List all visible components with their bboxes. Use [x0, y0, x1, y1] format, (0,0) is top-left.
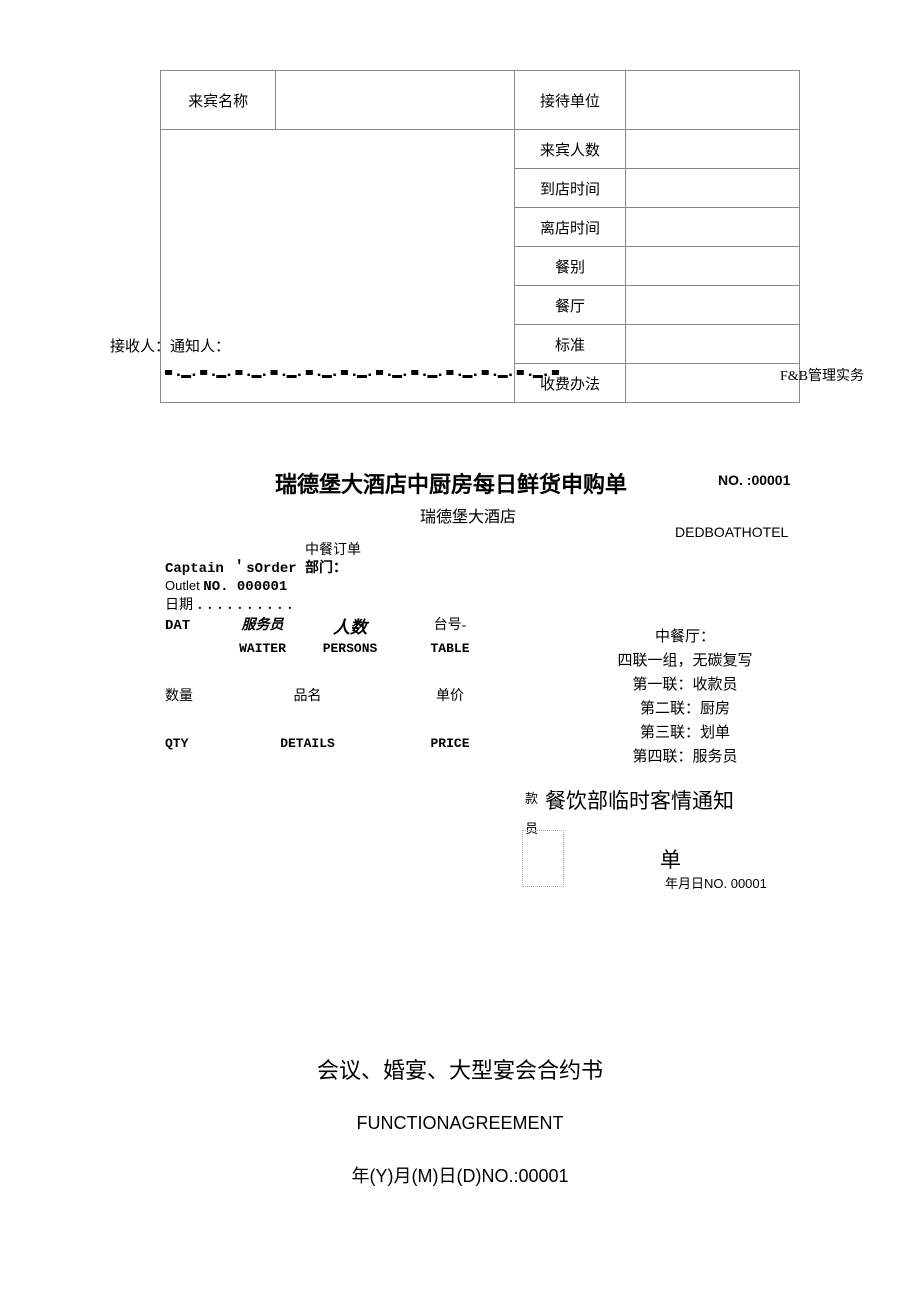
- bottom-block: 会议、婚宴、大型宴会合约书 FUNCTIONAGREEMENT 年(Y)月(M)…: [0, 1053, 920, 1188]
- qty-label-en: QTY: [165, 736, 220, 753]
- departure-time-value: [625, 208, 799, 247]
- purchase-order-no: NO. :00001: [718, 472, 790, 488]
- date-line: 日期 ．．．．．．．．．．: [165, 597, 515, 615]
- order-header-en: WAITER PERSONS TABLE: [165, 641, 515, 658]
- outlet-label: Outlet: [165, 578, 203, 593]
- meal-type-label: 餐别: [515, 247, 626, 286]
- captain-order-line: Captain ＇sOrder 部门：: [165, 560, 515, 578]
- order-row2-en: QTY DETAILS PRICE: [165, 736, 515, 753]
- dat-label: DAT: [165, 617, 220, 639]
- agreement-date-no: 年(Y)月(M)日(D)NO.:00001: [0, 1162, 920, 1188]
- copy-note-3: 第二联：厨房: [590, 697, 780, 721]
- dat-en: [165, 641, 220, 658]
- arrival-time-label: 到店时间: [515, 169, 626, 208]
- standard-value: [625, 325, 799, 364]
- order-header-cn: DAT 服务员 人数 台号-: [165, 617, 515, 639]
- notice-title: 餐饮部临时客情通知: [545, 785, 734, 815]
- guest-count-value: [625, 130, 799, 169]
- copy-note-1: 四联一组，无碳复写: [590, 649, 780, 673]
- small-box: [522, 830, 564, 887]
- notice-date: 年月日NO. 00001: [665, 873, 767, 892]
- document-page: 来宾名称 接待单位 来宾人数 到店时间 离店时间 餐别 餐厅 标准: [0, 0, 920, 1303]
- agreement-title-en: FUNCTIONAGREEMENT: [0, 1113, 920, 1134]
- meal-type-value: [625, 247, 799, 286]
- agreement-title-cn: 会议、婚宴、大型宴会合约书: [0, 1053, 920, 1085]
- details-label-en: DETAILS: [220, 736, 395, 753]
- arrival-time-value: [625, 169, 799, 208]
- hotel-name-en: DEDBOATHOTEL: [675, 524, 788, 540]
- fb-management-label: F&B管理实务: [780, 365, 864, 385]
- persons-label-en: PERSONS: [305, 641, 395, 658]
- date-label: 日期: [165, 598, 193, 613]
- section-divider: ▀ ▪▬▪ ▀ ▪▬▪ ▀ ▪▬▪ ▀ ▪▬▪ ▀ ▪▬▪ ▀ ▪▬▪ ▀ ▪▬…: [165, 370, 775, 378]
- notice-small-1: 款: [525, 788, 538, 807]
- copy-note-5: 第四联：服务员: [590, 745, 780, 769]
- chinese-restaurant-label: 中餐厅：: [590, 625, 780, 649]
- hotel-name-cn: 瑞德堡大酒店: [420, 503, 516, 527]
- empty-span: [161, 130, 515, 403]
- qty-label-cn: 数量: [165, 688, 220, 706]
- table-label-en: TABLE: [395, 641, 505, 658]
- reception-unit-value: [625, 71, 799, 130]
- restaurant-value: [625, 286, 799, 325]
- guest-name-label: 来宾名称: [161, 71, 276, 130]
- price-label-cn: 单价: [395, 688, 505, 706]
- order-row2-cn: 数量 品名 单价: [165, 688, 515, 706]
- price-label-en: PRICE: [395, 736, 505, 753]
- departure-time-label: 离店时间: [515, 208, 626, 247]
- reception-unit-label: 接待单位: [515, 71, 626, 130]
- restaurant-label: 餐厅: [515, 286, 626, 325]
- receiver-line: 接收人：通知人：: [110, 335, 230, 356]
- notice-dan: 单: [660, 844, 681, 874]
- guest-name-value: [276, 71, 515, 130]
- table-label-cn: 台号-: [395, 617, 505, 639]
- copy-notes: 中餐厅： 四联一组，无碳复写 第一联：收款员 第二联：厨房 第三联：划单 第四联…: [590, 625, 780, 769]
- copy-note-2: 第一联：收款员: [590, 673, 780, 697]
- order-block: 中餐订单 Captain ＇sOrder 部门： Outlet NO. 0000…: [165, 542, 515, 753]
- purchase-order-title: 瑞德堡大酒店中厨房每日鲜货申购单: [275, 467, 627, 499]
- chinese-order-label: 中餐订单: [305, 542, 515, 560]
- outlet-no: NO. 000001: [203, 579, 287, 595]
- waiter-label-en: WAITER: [220, 641, 305, 658]
- waiter-label-cn: 服务员: [242, 618, 284, 633]
- details-label-cn: 品名: [220, 688, 395, 706]
- outlet-line: Outlet NO. 000001: [165, 578, 515, 596]
- guest-count-label: 来宾人数: [515, 130, 626, 169]
- date-dots: ．．．．．．．．．．: [197, 598, 304, 613]
- standard-label: 标准: [515, 325, 626, 364]
- persons-label-cn: 人数: [333, 618, 367, 637]
- copy-note-4: 第三联：划单: [590, 721, 780, 745]
- table-row: 来宾人数: [161, 130, 800, 169]
- table-row: 来宾名称 接待单位: [161, 71, 800, 130]
- guest-info-table: 来宾名称 接待单位 来宾人数 到店时间 离店时间 餐别 餐厅 标准: [160, 70, 800, 403]
